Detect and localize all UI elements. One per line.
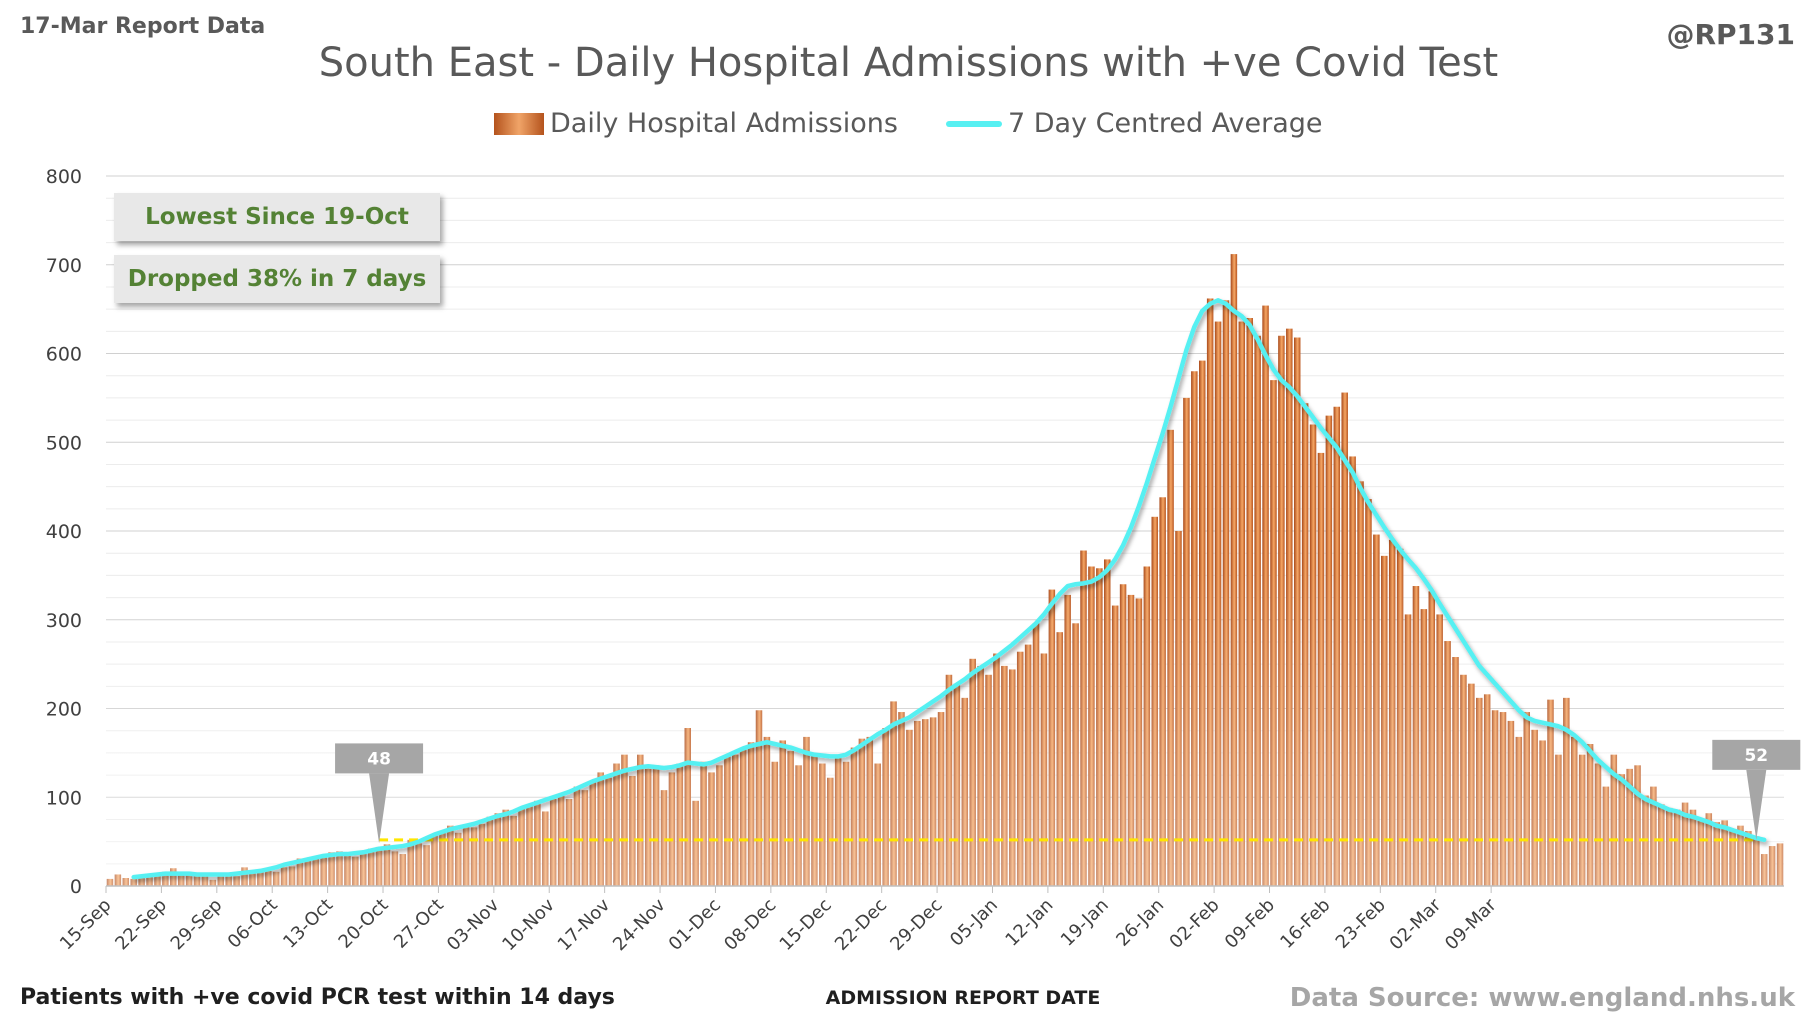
y-tick-label: 400 [46,521,82,543]
average-line [131,298,1767,880]
x-tick-label: 19-Jan [1057,895,1113,951]
callout-layer: 48 52 [335,739,1801,844]
x-tick-label: 10-Nov [498,894,559,955]
x-tick-label: 02-Feb [1165,895,1223,953]
report-date-label: 17-Mar Report Data [20,14,266,39]
callout-pointer [1746,769,1767,840]
legend: Daily Hospital Admissions 7 Day Centred … [0,108,1817,144]
x-tick-label: 23-Feb [1332,895,1390,953]
callout-right: 52 [1712,739,1801,840]
x-axis: 15-Sep22-Sep29-Sep06-Oct13-Oct20-Oct27-O… [56,885,1784,955]
x-tick-label: 03-Nov [443,894,504,955]
x-tick-label: 15-Dec [776,895,836,955]
legend-item-admissions: Daily Hospital Admissions [494,108,898,139]
x-tick-label: 16-Feb [1276,895,1334,953]
y-axis-tick-labels: 0 100 200 300 400 500 600 700 800 [46,166,82,898]
legend-item-average: 7 Day Centred Average [946,108,1323,139]
x-tick-label: 27-Oct [390,895,448,953]
y-tick-label: 500 [46,432,82,454]
callout-left: 48 [335,743,424,844]
x-tick-label: 15-Sep [56,895,116,955]
x-tick-label: 01-Dec [665,895,725,955]
x-tick-label: 22-Dec [831,895,891,955]
y-tick-label: 700 [46,255,82,277]
average-line-layer [131,298,1767,880]
footer-note: Patients with +ve covid PCR test within … [20,985,615,1010]
x-tick-label: 24-Nov [609,894,670,955]
x-tick-label: 22-Sep [111,895,171,955]
x-tick-label: 08-Dec [720,895,780,955]
y-tick-label: 200 [46,699,82,721]
x-tick-label: 29-Sep [167,895,227,955]
x-tick-label: 17-Nov [554,894,615,955]
author-handle: @RP131 [1666,18,1795,51]
x-tick-label: 20-Oct [335,895,393,953]
x-tick-label: 09-Feb [1221,895,1279,953]
x-tick-label: 02-Mar [1386,894,1446,954]
legend-label-average: 7 Day Centred Average [1008,108,1323,139]
data-source: Data Source: www.england.nhs.uk [1289,983,1795,1013]
chart-title: South East - Daily Hospital Admissions w… [318,40,1499,86]
x-tick-label: 13-Oct [279,895,337,953]
x-tick-label: 09-Mar [1441,894,1501,954]
y-tick-label: 800 [46,166,82,188]
callout-label: 48 [367,749,391,769]
x-tick-label: 29-Dec [886,895,946,955]
x-tick-label: 05-Jan [946,895,1002,951]
legend-label-admissions: Daily Hospital Admissions [550,108,898,139]
callout-pointer [369,773,390,844]
y-tick-label: 600 [46,344,82,366]
x-axis-title: ADMISSION REPORT DATE [825,987,1101,1009]
callout-box [335,743,424,774]
y-tick-label: 300 [46,610,82,632]
callout-box [1712,739,1801,770]
legend-bar-swatch [494,112,544,135]
callout-label: 52 [1744,746,1768,766]
x-tick-label: 26-Jan [1112,895,1168,951]
x-tick-label: 06-Oct [224,895,282,953]
lowest-since-box: Lowest Since 19-Oct [114,193,440,241]
y-tick-label: 100 [46,787,82,809]
dropped-percent-box: Dropped 38% in 7 days [114,255,440,303]
y-tick-label: 0 [70,876,82,898]
x-tick-label: 12-Jan [1001,895,1057,951]
legend-line-swatch [946,120,1002,127]
